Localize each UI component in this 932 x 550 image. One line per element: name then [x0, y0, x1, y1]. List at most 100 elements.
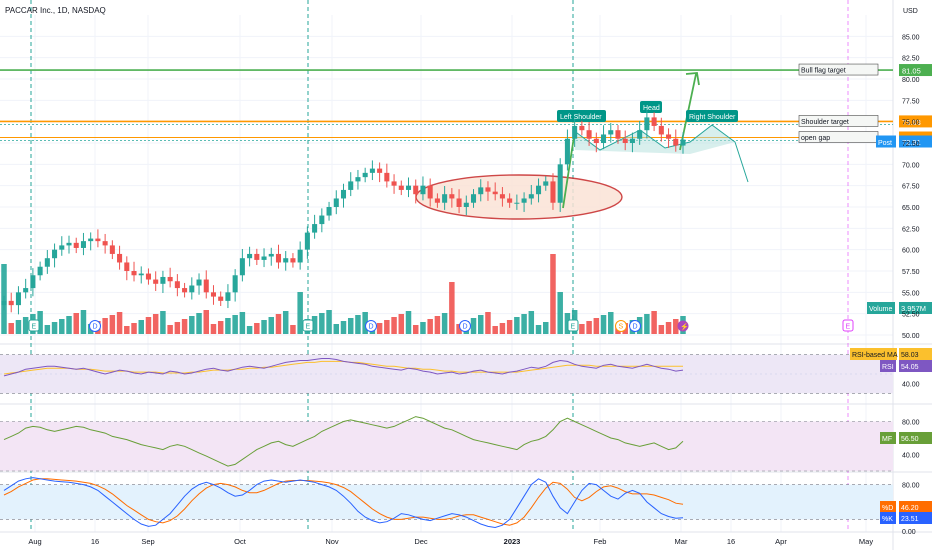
level-value-tag	[899, 64, 932, 77]
candle-body	[80, 241, 86, 248]
indicator-band	[0, 484, 893, 520]
price-axis: 85.00 82.50 80.00 77.50 75.00 72.50 70.00 67.50…	[902, 34, 920, 340]
candle	[442, 186, 448, 210]
level-value-label: 75.03	[902, 118, 921, 127]
event-earnings-marker	[842, 319, 854, 332]
price-tick-label: 70.00	[902, 162, 920, 169]
volume-bar	[217, 321, 224, 334]
volume-bar	[586, 321, 592, 334]
candle-body	[37, 266, 43, 276]
candle	[109, 240, 115, 260]
volume-bar	[290, 325, 296, 334]
candle	[319, 208, 325, 233]
event-marker-label: D	[369, 324, 374, 331]
volume-bar	[499, 323, 506, 334]
volume-bar	[543, 322, 549, 334]
rsi-ma-value-tag	[899, 348, 932, 360]
volume-bar	[362, 312, 368, 334]
volume-label-tag	[867, 302, 895, 314]
candle	[218, 291, 224, 306]
candle	[312, 214, 318, 239]
candle	[492, 182, 498, 201]
time-tick-label: Aug	[28, 537, 41, 546]
mfi-label: MF	[882, 436, 892, 443]
candle-body	[492, 191, 498, 195]
candle-body	[470, 194, 477, 203]
candle	[651, 112, 657, 132]
candle	[528, 184, 534, 205]
volume-bar	[564, 313, 571, 334]
candle	[182, 282, 188, 298]
candle	[333, 190, 339, 215]
candle	[80, 232, 86, 256]
candle	[485, 181, 491, 201]
volume-bar	[593, 318, 600, 334]
volume-bar	[59, 319, 65, 334]
candle-body	[66, 242, 72, 246]
candle-body	[369, 168, 375, 173]
volume-bar	[254, 323, 260, 334]
candle-body	[478, 187, 484, 195]
volume-bar	[73, 313, 79, 334]
candle-body	[622, 138, 628, 143]
candle-body	[275, 253, 282, 263]
candle	[658, 117, 664, 142]
candle-body	[283, 258, 289, 263]
volume-bar	[326, 310, 332, 334]
candle	[398, 180, 404, 196]
candle-body	[463, 202, 469, 207]
candle-body	[312, 224, 318, 233]
candle-body	[261, 256, 267, 260]
volume-bar	[579, 324, 585, 334]
event-marker-label: E	[846, 324, 851, 331]
candle-body	[196, 279, 202, 286]
candle-body	[167, 276, 173, 282]
volume-bar	[37, 311, 43, 334]
rsi-ma-value: 58.03	[901, 352, 919, 359]
time-tick-label: 2023	[504, 537, 521, 546]
candle-body	[174, 281, 180, 289]
volume-bar	[80, 310, 87, 334]
stoch-d-label: %D	[882, 505, 893, 512]
candle	[405, 177, 412, 198]
stoch-k-line	[3, 477, 684, 529]
candle-body	[579, 125, 585, 131]
volume-bar	[297, 292, 303, 334]
candle	[499, 187, 505, 207]
candle	[297, 241, 303, 270]
volume-bar	[347, 318, 354, 334]
price-tick-label: 62.50	[902, 226, 920, 233]
candle-body	[340, 189, 347, 199]
volume-bar	[485, 312, 491, 334]
candle	[174, 274, 180, 297]
candle-body	[456, 198, 462, 207]
pattern-area	[573, 125, 735, 154]
time-tick-label: Feb	[594, 537, 607, 546]
candle	[73, 237, 79, 254]
candle-body	[615, 130, 621, 139]
candle-body	[30, 275, 36, 289]
candle-body	[138, 273, 144, 276]
volume-bar	[391, 317, 397, 334]
level-label: Shoulder target	[801, 119, 849, 126]
candle	[44, 250, 50, 274]
candle-body	[593, 138, 599, 143]
candle-body	[427, 185, 433, 199]
indicator-panes: 40.00 RSI-based MA 58.03 RSI 54.05 80.00 40.00…	[0, 348, 932, 536]
candle	[290, 253, 296, 268]
candle	[326, 201, 332, 221]
indicator-tick-label: 80.00	[902, 420, 920, 427]
candle-body	[355, 177, 361, 182]
candle	[593, 132, 599, 153]
candle	[348, 172, 354, 197]
candle	[586, 122, 592, 146]
stoch-k-value-tag	[899, 512, 932, 524]
rsi-line	[3, 358, 684, 377]
candle	[102, 233, 108, 254]
candle-body	[189, 285, 195, 293]
volume-bar	[189, 316, 195, 334]
candle-body	[95, 238, 101, 242]
candle-body	[297, 249, 303, 263]
candle-body	[680, 139, 686, 146]
